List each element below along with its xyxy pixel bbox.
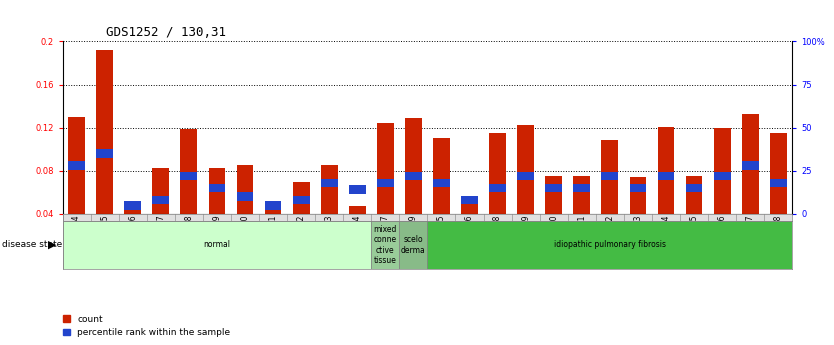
Text: normal: normal xyxy=(203,240,230,249)
Bar xyxy=(321,179,338,187)
Text: ▶: ▶ xyxy=(48,240,57,250)
Text: GDS1252 / 130,31: GDS1252 / 130,31 xyxy=(106,26,226,39)
Text: GSM37409: GSM37409 xyxy=(213,214,221,256)
Bar xyxy=(741,161,759,170)
Bar xyxy=(68,161,85,170)
Text: GSM37428: GSM37428 xyxy=(774,214,783,256)
Bar xyxy=(321,165,338,257)
Bar xyxy=(490,184,506,192)
Bar xyxy=(433,179,450,187)
Bar xyxy=(63,221,371,269)
Bar xyxy=(377,123,394,257)
Bar xyxy=(714,128,731,257)
Bar xyxy=(377,179,394,187)
Bar xyxy=(264,201,281,209)
Text: GSM37407: GSM37407 xyxy=(156,214,165,256)
Bar xyxy=(433,138,450,257)
Bar xyxy=(686,184,702,192)
Bar xyxy=(630,177,646,257)
Text: GSM37429: GSM37429 xyxy=(409,214,418,256)
Text: GSM37419: GSM37419 xyxy=(521,214,530,256)
Bar xyxy=(208,168,225,257)
Bar xyxy=(517,171,534,180)
Bar xyxy=(124,201,141,209)
Text: GSM37427: GSM37427 xyxy=(746,214,755,256)
Bar xyxy=(349,206,365,257)
Text: GSM37405: GSM37405 xyxy=(100,214,109,256)
Bar xyxy=(601,139,618,257)
Bar xyxy=(349,186,365,194)
Bar xyxy=(545,176,562,257)
Text: scelo
derma: scelo derma xyxy=(401,235,426,255)
Bar xyxy=(264,207,281,257)
Bar xyxy=(96,149,113,158)
Bar xyxy=(517,126,534,257)
Text: GSM37416: GSM37416 xyxy=(465,214,474,256)
Bar xyxy=(657,127,675,257)
Text: GSM37411: GSM37411 xyxy=(269,214,278,256)
Bar xyxy=(741,114,759,257)
Text: GSM37425: GSM37425 xyxy=(690,214,699,256)
Text: GSM37412: GSM37412 xyxy=(297,214,305,256)
Text: GSM37424: GSM37424 xyxy=(661,214,671,256)
Bar xyxy=(293,181,309,257)
Bar xyxy=(180,171,198,180)
Text: GSM37418: GSM37418 xyxy=(493,214,502,256)
Bar xyxy=(208,184,225,192)
Text: GSM37421: GSM37421 xyxy=(577,214,586,256)
Bar xyxy=(630,184,646,192)
Bar xyxy=(428,221,792,269)
Bar xyxy=(68,117,85,257)
Bar xyxy=(770,179,786,187)
Bar xyxy=(293,196,309,204)
Bar xyxy=(124,206,141,257)
Bar xyxy=(153,196,169,204)
Bar xyxy=(153,168,169,257)
Bar xyxy=(96,50,113,257)
Bar xyxy=(237,165,254,257)
Text: GSM37426: GSM37426 xyxy=(717,214,726,256)
Legend: count, percentile rank within the sample: count, percentile rank within the sample xyxy=(63,315,230,337)
Text: GSM37422: GSM37422 xyxy=(605,214,615,256)
Bar xyxy=(237,192,254,201)
Text: GSM37408: GSM37408 xyxy=(184,214,193,256)
Bar xyxy=(714,171,731,180)
Text: disease state: disease state xyxy=(2,240,62,249)
Text: GSM37423: GSM37423 xyxy=(634,214,642,256)
Bar xyxy=(461,203,478,257)
Bar xyxy=(399,221,427,269)
Text: GSM37406: GSM37406 xyxy=(128,214,138,256)
Bar xyxy=(770,133,786,257)
Text: GSM37417: GSM37417 xyxy=(381,214,389,256)
Bar xyxy=(601,171,618,180)
Bar xyxy=(657,171,675,180)
Bar xyxy=(180,129,198,257)
Bar xyxy=(461,196,478,204)
Text: GSM37410: GSM37410 xyxy=(240,214,249,256)
Bar xyxy=(573,176,590,257)
Bar xyxy=(490,133,506,257)
Bar xyxy=(545,184,562,192)
Bar xyxy=(405,118,422,257)
Bar xyxy=(405,171,422,180)
Text: GSM37413: GSM37413 xyxy=(324,214,334,256)
Text: GSM37415: GSM37415 xyxy=(437,214,446,256)
Text: GSM37404: GSM37404 xyxy=(72,214,81,256)
Text: idiopathic pulmonary fibrosis: idiopathic pulmonary fibrosis xyxy=(554,240,666,249)
Text: mixed
conne
ctive
tissue: mixed conne ctive tissue xyxy=(374,225,397,265)
Text: GSM37420: GSM37420 xyxy=(550,214,558,256)
Bar xyxy=(686,176,702,257)
Bar xyxy=(371,221,399,269)
Text: GSM37414: GSM37414 xyxy=(353,214,362,256)
Bar xyxy=(573,184,590,192)
